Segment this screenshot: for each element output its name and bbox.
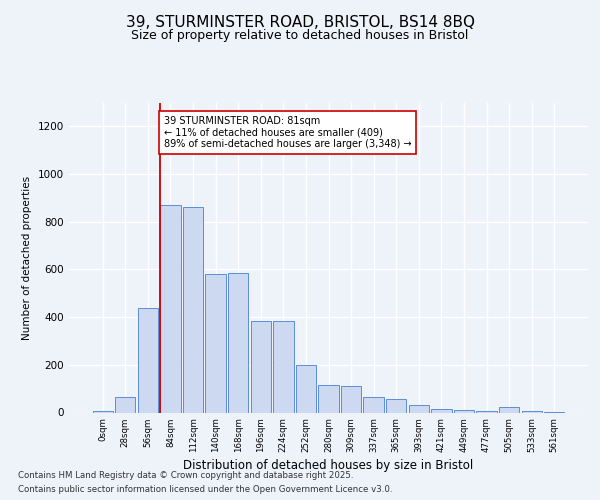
Bar (364, 397, 384, 412)
Bar (160, 205, 181, 412)
Bar (251, 320, 271, 412)
X-axis label: Distribution of detached houses by size in Bristol: Distribution of detached houses by size … (184, 459, 473, 472)
Text: 39 STURMINSTER ROAD: 81sqm
← 11% of detached houses are smaller (409)
89% of sem: 39 STURMINSTER ROAD: 81sqm ← 11% of deta… (164, 116, 412, 149)
Bar (205, 274, 226, 412)
Text: 39, STURMINSTER ROAD, BRISTOL, BS14 8BQ: 39, STURMINSTER ROAD, BRISTOL, BS14 8BQ (125, 15, 475, 30)
Bar (499, 406, 519, 412)
Bar (296, 365, 316, 412)
Text: Contains public sector information licensed under the Open Government Licence v3: Contains public sector information licen… (18, 484, 392, 494)
Bar (228, 273, 248, 412)
Y-axis label: Number of detached properties: Number of detached properties (22, 176, 32, 340)
Bar (341, 386, 361, 412)
Bar (115, 397, 136, 412)
Bar (273, 320, 293, 412)
Bar (183, 208, 203, 412)
Bar (138, 308, 158, 412)
Text: Size of property relative to detached houses in Bristol: Size of property relative to detached ho… (131, 30, 469, 43)
Bar (431, 409, 452, 412)
Bar (386, 400, 406, 412)
Bar (409, 406, 429, 412)
Bar (454, 410, 474, 412)
Bar (319, 385, 338, 412)
Text: Contains HM Land Registry data © Crown copyright and database right 2025.: Contains HM Land Registry data © Crown c… (18, 472, 353, 480)
